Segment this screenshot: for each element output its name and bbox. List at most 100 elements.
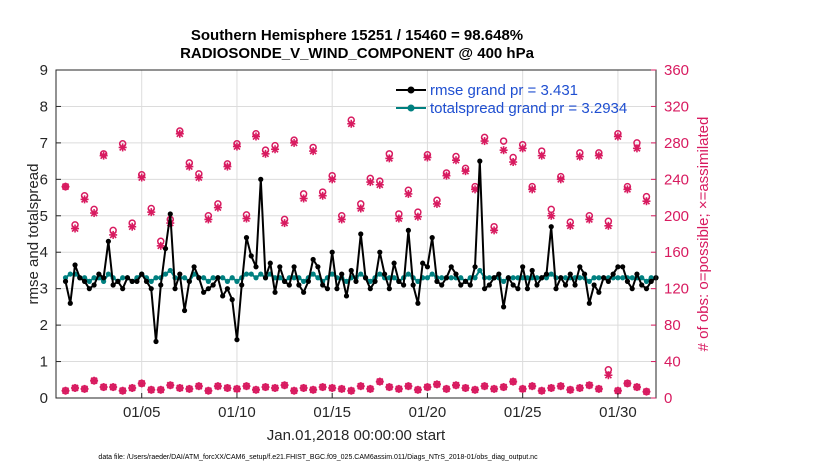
rmse-point [377,249,383,255]
obs-assimilated-marker [442,171,451,180]
rmse-point [548,224,554,230]
obs-bottom-assimilated-marker [299,383,308,392]
obs-assimilated-marker [90,209,99,218]
totalspread-point [234,278,240,284]
obs-assimilated-marker [461,167,470,176]
rmse-point [629,286,635,292]
rmse-point [558,275,564,281]
x-tick-label: 01/10 [218,404,256,421]
obs-bottom-assimilated-marker [604,371,613,380]
totalspread-point [472,275,478,281]
obs-assimilated-marker [404,189,413,198]
obs-bottom-assimilated-marker [594,384,603,393]
rmse-point [167,211,173,217]
obs-assimilated-marker [156,241,165,250]
rmse-point [429,235,435,241]
rmse-point [115,278,121,284]
obs-bottom-assimilated-marker [137,379,146,388]
rmse-point [239,282,245,288]
obs-assimilated-marker [280,219,289,228]
totalspread-point [301,278,307,284]
rmse-point [177,271,183,277]
rmse-point [334,286,340,292]
y-tick-label-right: 320 [664,98,689,115]
rmse-point [410,282,416,288]
totalspread-point [224,278,231,284]
totalspread-point [543,275,550,281]
x-tick-label: 01/30 [599,404,637,421]
totalspread-point [577,275,583,281]
y-tick-label-left: 5 [40,208,48,225]
totalspread-point [291,275,297,281]
obs-assimilated-marker [337,215,346,224]
rmse-point [358,231,364,237]
obs-assimilated-marker [528,185,537,194]
rmse-point [315,264,321,270]
rmse-point [467,282,473,288]
rmse-point [105,238,111,244]
totalspread-point [86,278,92,284]
obs-bottom-assimilated-marker [432,380,441,389]
totalspread-point [167,267,173,274]
obs-assimilated-marker [137,173,146,182]
obs-assimilated-marker [252,132,260,141]
y-tick-label-right: 80 [664,317,681,334]
rmse-point [272,289,278,295]
obs-bottom-assimilated-marker [413,385,422,394]
rmse-point [501,304,507,310]
rmse-point [172,286,178,292]
totalspread-point [162,271,169,277]
obs-bottom-assimilated-marker [261,383,270,392]
rmse-point [443,275,450,281]
rmse-point [591,282,597,288]
obs-assimilated-marker [271,145,280,154]
totalspread-point [343,278,350,284]
rmse-point [453,271,459,277]
chart-title-line2: RADIOSONDE_V_WIND_COMPONENT @ 400 hPa [180,45,535,62]
rmse-point [324,286,331,292]
y-tick-label-left: 8 [40,98,48,115]
y-tick-label-right: 280 [664,135,689,152]
y-axis-label-left: rmse and totalspread [25,164,42,305]
y-tick-label-right: 0 [664,390,672,407]
rmse-point [420,260,426,266]
obs-bottom-assimilated-marker [290,386,299,395]
obs-assimilated-marker [71,224,80,233]
obs-assimilated-marker [375,180,384,189]
rmse-point [329,249,335,255]
legend: rmse grand pr = 3.431 totalspread grand … [396,82,627,117]
obs-assimilated-marker [537,151,546,160]
obs-bottom-assimilated-marker [623,379,632,388]
obs-assimilated-marker [604,221,613,230]
obs-bottom-assimilated-marker [528,382,537,391]
obs-assimilated-marker [642,197,651,206]
rmse-point [196,275,202,281]
rmse-point [648,278,654,284]
plot-frame [55,69,657,399]
rmse-point [320,282,326,288]
obs-bottom-assimilated-marker [328,383,337,392]
totalspread-point [510,275,516,281]
rmse-point [129,278,135,284]
obs-bottom-assimilated-marker [632,383,641,392]
totalspread-point [105,271,111,277]
rmse-point [305,278,311,284]
obs-bottom-assimilated-marker [394,384,403,393]
obs-count-series [61,116,651,250]
y-tick-label-left: 6 [40,171,48,188]
obs-bottom-assimilated-marker [642,387,651,396]
x-tick-label: 01/15 [313,404,351,421]
rmse-point [615,264,621,270]
totalspread-point [62,275,69,281]
rmse-point [153,338,159,345]
obs-assimilated-marker [556,175,565,184]
obs-bottom-assimilated-marker [356,382,365,391]
totalspread-point [67,271,73,277]
rmse-point [367,286,373,292]
obs-bottom-assimilated-marker [213,382,222,391]
obs-assimilated-marker [204,215,213,224]
rmse-point [310,256,316,263]
totalspread-point [639,275,645,281]
obs-bottom-assimilated-marker [461,383,470,392]
obs-assimilated-marker [356,204,365,213]
